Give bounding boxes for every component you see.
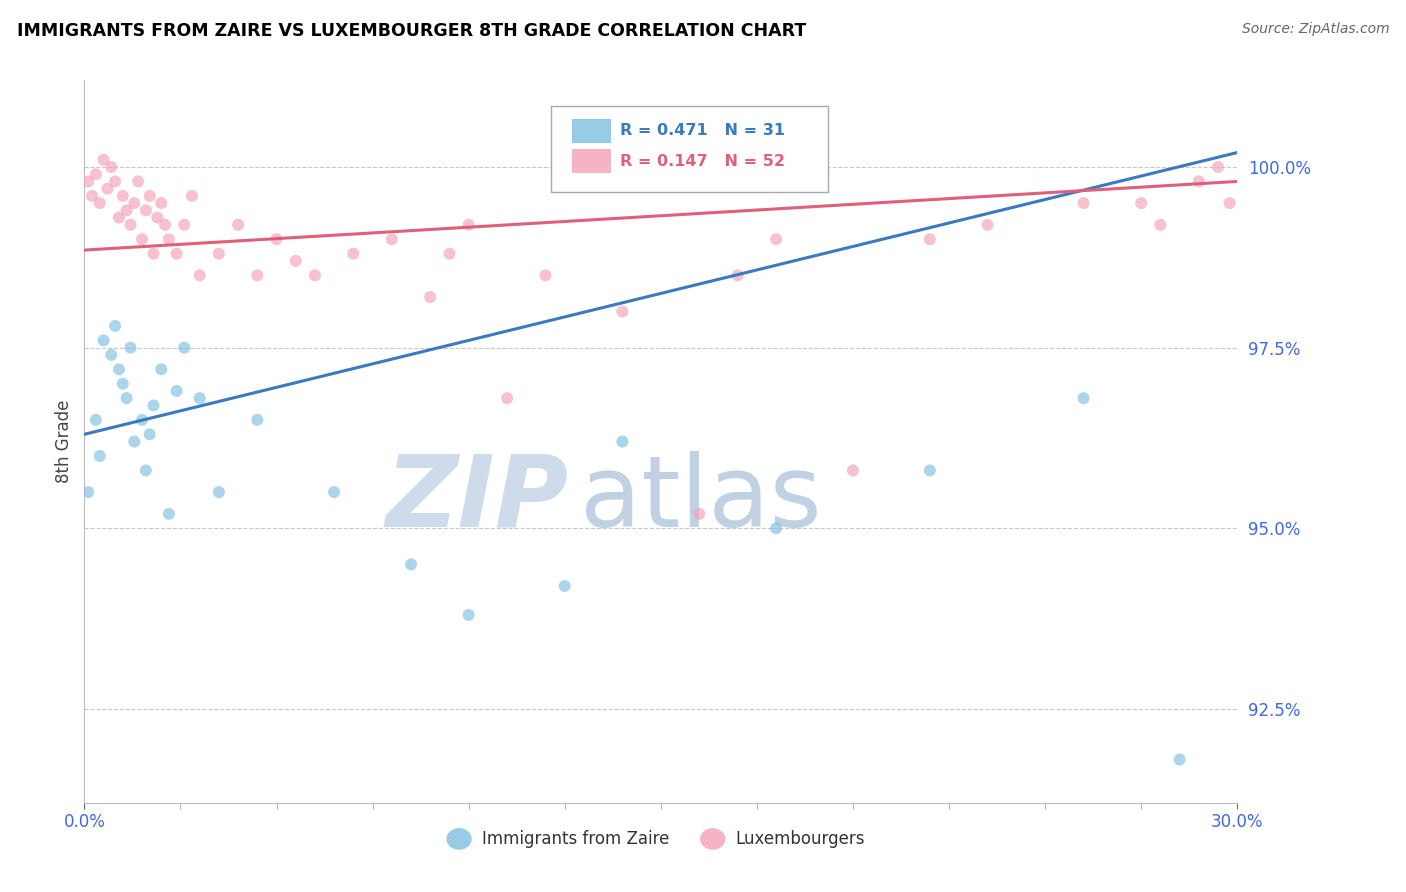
Point — [918, 463, 941, 477]
Point — [181, 189, 204, 203]
Point — [142, 246, 165, 260]
Point — [1073, 196, 1095, 211]
Point — [111, 189, 134, 203]
Point — [439, 246, 461, 260]
Point — [77, 485, 100, 500]
Point — [1168, 752, 1191, 766]
Point — [554, 579, 576, 593]
Point — [93, 153, 115, 167]
Point — [84, 167, 107, 181]
Point — [399, 558, 422, 572]
Point — [153, 218, 176, 232]
Point — [104, 174, 127, 188]
Point — [727, 268, 749, 283]
Y-axis label: 8th Grade: 8th Grade — [55, 400, 73, 483]
Point — [188, 268, 211, 283]
Point — [89, 196, 111, 211]
Point — [135, 203, 157, 218]
Point — [120, 341, 142, 355]
Point — [138, 189, 160, 203]
Point — [111, 376, 134, 391]
Point — [457, 607, 479, 622]
Point — [765, 521, 787, 535]
Point — [131, 413, 153, 427]
Point — [127, 174, 149, 188]
Point — [976, 218, 998, 232]
Point — [135, 463, 157, 477]
Point — [612, 304, 634, 318]
Point — [688, 507, 710, 521]
Point — [104, 318, 127, 333]
Point — [157, 232, 180, 246]
Text: R = 0.471   N = 31: R = 0.471 N = 31 — [620, 123, 786, 138]
Point — [108, 362, 131, 376]
Point — [100, 160, 122, 174]
Point — [77, 174, 100, 188]
Point — [457, 218, 479, 232]
Ellipse shape — [446, 828, 472, 850]
Point — [323, 485, 346, 500]
Point — [226, 218, 249, 232]
Point — [89, 449, 111, 463]
Point — [381, 232, 404, 246]
Point — [142, 399, 165, 413]
Point — [120, 218, 142, 232]
Point — [304, 268, 326, 283]
Point — [150, 362, 173, 376]
Point — [96, 182, 118, 196]
Point — [496, 391, 519, 405]
Point — [146, 211, 169, 225]
Point — [208, 246, 231, 260]
Point — [115, 391, 138, 405]
Point — [1188, 174, 1211, 188]
Ellipse shape — [700, 828, 725, 850]
FancyBboxPatch shape — [551, 105, 828, 193]
Point — [150, 196, 173, 211]
Point — [1219, 196, 1241, 211]
Text: Immigrants from Zaire: Immigrants from Zaire — [482, 830, 669, 848]
Point — [284, 254, 307, 268]
Point — [1149, 218, 1171, 232]
Point — [1130, 196, 1153, 211]
Point — [246, 413, 269, 427]
Text: IMMIGRANTS FROM ZAIRE VS LUXEMBOURGER 8TH GRADE CORRELATION CHART: IMMIGRANTS FROM ZAIRE VS LUXEMBOURGER 8T… — [17, 22, 806, 40]
Point — [1206, 160, 1229, 174]
Point — [419, 290, 441, 304]
Point — [1073, 391, 1095, 405]
Point — [138, 427, 160, 442]
Text: Source: ZipAtlas.com: Source: ZipAtlas.com — [1241, 22, 1389, 37]
Point — [166, 384, 188, 398]
Point — [93, 334, 115, 348]
Text: ZIP: ZIP — [385, 450, 568, 548]
Point — [188, 391, 211, 405]
Point — [266, 232, 288, 246]
FancyBboxPatch shape — [572, 149, 612, 173]
Point — [173, 218, 195, 232]
Point — [765, 232, 787, 246]
Point — [100, 348, 122, 362]
Text: Luxembourgers: Luxembourgers — [735, 830, 865, 848]
Text: atlas: atlas — [581, 450, 821, 548]
Point — [534, 268, 557, 283]
Point — [108, 211, 131, 225]
Point — [157, 507, 180, 521]
Point — [918, 232, 941, 246]
Point — [842, 463, 865, 477]
Point — [80, 189, 103, 203]
Point — [173, 341, 195, 355]
Point — [124, 434, 146, 449]
FancyBboxPatch shape — [572, 119, 612, 143]
Text: R = 0.147   N = 52: R = 0.147 N = 52 — [620, 153, 786, 169]
Point — [166, 246, 188, 260]
Point — [115, 203, 138, 218]
Point — [342, 246, 364, 260]
Point — [612, 434, 634, 449]
Point — [246, 268, 269, 283]
Point — [84, 413, 107, 427]
Point — [131, 232, 153, 246]
Point — [124, 196, 146, 211]
Point — [208, 485, 231, 500]
